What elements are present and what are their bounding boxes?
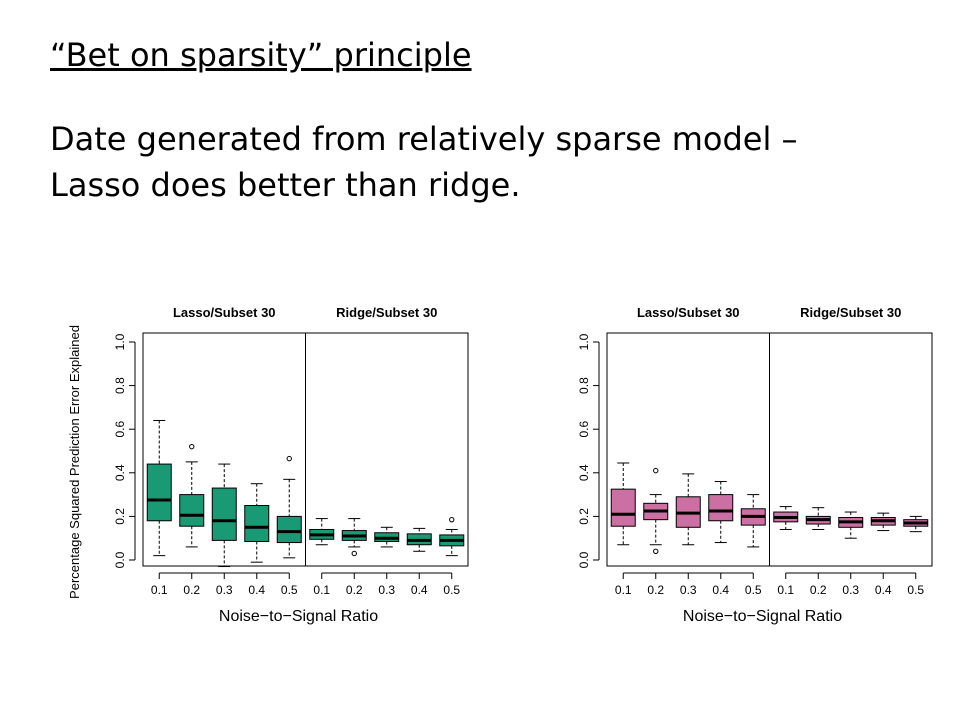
x-tick-label: 0.5 (907, 583, 924, 597)
x-tick-label: 0.1 (777, 583, 794, 597)
x-tick-label: 0.2 (183, 583, 200, 597)
outlier-point (449, 516, 455, 523)
panel-title: Ridge/Subset 30 (800, 305, 901, 320)
y-axis-label: Percentage Squared Prediction Error Expl… (67, 325, 82, 599)
box-0.2 (341, 518, 367, 557)
box-0.4 (406, 527, 432, 552)
panel-1: Lasso/Subset 30 0.1 0.2 0.3 0.4 0.5 (610, 305, 766, 597)
box-0.1 (146, 419, 172, 557)
box-0.3 (374, 526, 400, 548)
slide-body: Date generated from relatively sparse mo… (50, 116, 930, 208)
outlier-point (286, 455, 292, 462)
box-0.1 (773, 506, 799, 530)
x-tick-label: 0.2 (346, 583, 363, 597)
box-0.5 (740, 494, 766, 548)
iqr-box (179, 494, 205, 527)
y-tick-label: 0.8 (113, 377, 127, 394)
box-0.5 (903, 515, 929, 533)
x-tick-label: 0.2 (810, 583, 827, 597)
box-0.1 (610, 462, 636, 546)
y-axis: 0.0 0.2 0.4 0.6 0.8 1.0 (577, 333, 600, 568)
boxplot-figure-2: 0.0 0.2 0.4 0.6 0.8 1.0 Noise−to−Signal Ratio L… (577, 305, 933, 625)
x-tick-label: 0.4 (875, 583, 892, 597)
y-tick-label: 0.2 (113, 508, 127, 525)
x-tick-label: 0.1 (313, 583, 330, 597)
x-tick-label: 0.5 (745, 583, 762, 597)
y-tick-label: 0.6 (577, 421, 591, 438)
panel-1: Lasso/Subset 30 0.1 0.2 0.3 0.4 0.5 (146, 305, 302, 597)
slide-heading: “Bet on sparsity” principle (50, 36, 472, 74)
iqr-box (610, 488, 636, 527)
x-tick-label: 0.3 (378, 583, 395, 597)
x-tick-label: 0.3 (216, 583, 233, 597)
x-tick-label: 0.3 (842, 583, 859, 597)
x-tick-label: 0.5 (443, 583, 460, 597)
box-0.5 (439, 516, 465, 557)
panel-title: Ridge/Subset 30 (336, 305, 437, 320)
x-tick-label: 0.1 (615, 583, 632, 597)
box-0.3 (211, 463, 237, 568)
y-tick-label: 1.0 (577, 333, 591, 350)
box-0.3 (838, 511, 864, 539)
box-0.1 (309, 518, 335, 546)
outlier-point (653, 467, 659, 474)
boxplot-figure-1: 0.0 0.2 0.4 0.6 0.8 1.0 Percentage Squared Pre… (67, 305, 469, 625)
panel-2: Ridge/Subset 30 0.1 0.2 0.3 0.4 0.5 (773, 305, 929, 597)
x-tick-label: 0.5 (281, 583, 298, 597)
body-line-2: Lasso does better than ridge. (50, 166, 521, 204)
y-tick-label: 0.4 (577, 464, 591, 481)
iqr-box (146, 463, 172, 522)
iqr-box (244, 505, 270, 542)
panel-title: Lasso/Subset 30 (173, 305, 276, 320)
panel-2: Ridge/Subset 30 0.1 0.2 0.3 0.4 0.5 (309, 305, 465, 597)
x-tick-label: 0.4 (248, 583, 265, 597)
x-tick-label: 0.4 (411, 583, 428, 597)
outlier-point (351, 550, 357, 557)
x-tick-label: 0.3 (680, 583, 697, 597)
outlier-point (653, 548, 659, 554)
y-tick-label: 0.2 (577, 508, 591, 525)
x-tick-label: 0.2 (647, 583, 664, 597)
outlier-point (189, 443, 195, 450)
y-tick-label: 0.4 (113, 464, 127, 481)
y-tick-label: 0.6 (113, 421, 127, 438)
x-tick-label: 0.1 (151, 583, 168, 597)
y-tick-label: 0.8 (577, 377, 591, 394)
box-0.2 (179, 443, 205, 548)
x-tick-label: 0.4 (712, 583, 729, 597)
box-0.4 (244, 483, 270, 563)
iqr-box (708, 494, 734, 522)
x-axis-label: Noise−to−Signal Ratio (219, 608, 378, 625)
box-0.4 (708, 481, 734, 544)
y-tick-label: 1.0 (113, 333, 127, 350)
body-line-1: Date generated from relatively sparse mo… (50, 120, 798, 158)
box-0.5 (276, 455, 302, 559)
box-0.2 (643, 467, 669, 554)
y-tick-label: 0.0 (113, 551, 127, 568)
y-axis: 0.0 0.2 0.4 0.6 0.8 1.0 (113, 333, 136, 568)
box-0.3 (675, 473, 701, 546)
iqr-box (276, 515, 302, 544)
panel-title: Lasso/Subset 30 (637, 305, 740, 320)
box-0.4 (870, 512, 896, 532)
iqr-box (211, 487, 237, 541)
box-0.2 (805, 507, 831, 530)
x-axis-label: Noise−to−Signal Ratio (683, 608, 842, 625)
y-tick-label: 0.0 (577, 551, 591, 568)
